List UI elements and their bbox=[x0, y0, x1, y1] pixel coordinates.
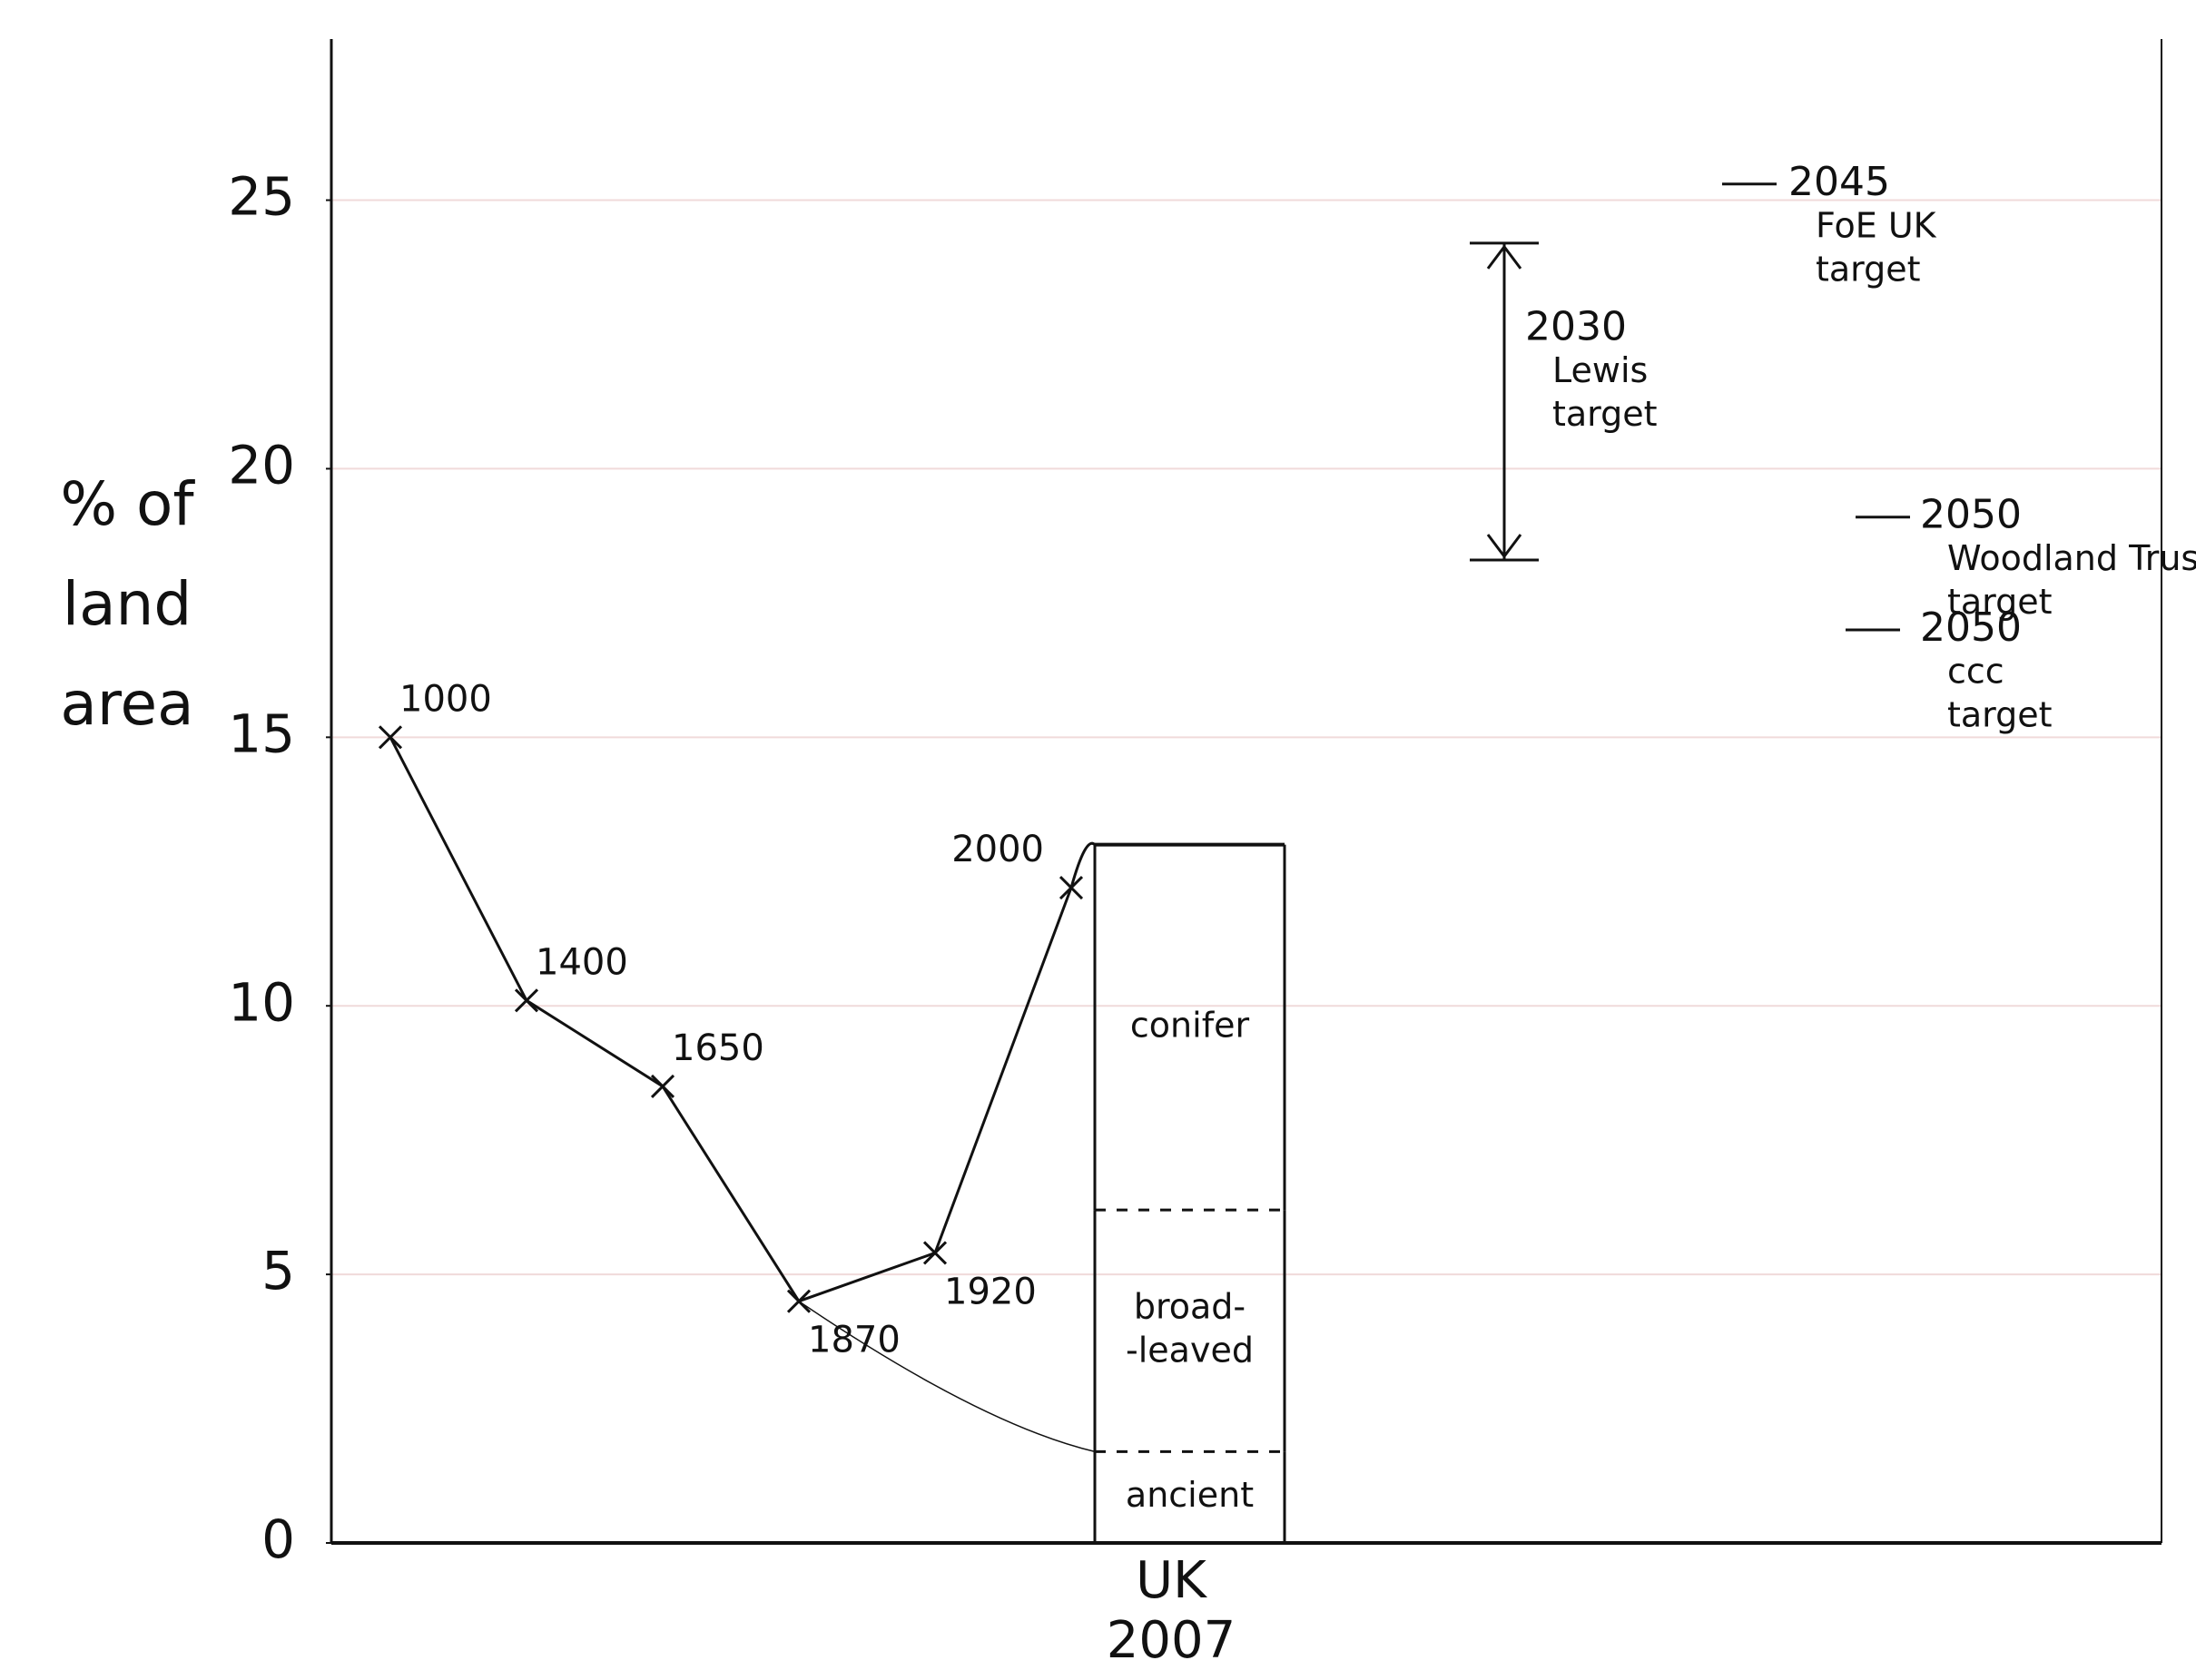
history-line bbox=[389, 736, 1073, 1303]
segment-label: conifer bbox=[1130, 1005, 1250, 1045]
x-tick-label-line: UK bbox=[1136, 1551, 1207, 1610]
point-marker bbox=[514, 988, 539, 1013]
point-label: 1870 bbox=[808, 1320, 901, 1361]
point-marker bbox=[922, 1241, 948, 1265]
point-marker bbox=[378, 725, 403, 750]
point-label: 1400 bbox=[536, 941, 628, 983]
y-tick-label: 15 bbox=[228, 702, 295, 764]
target-label: target bbox=[1816, 249, 1921, 289]
target-label: 2030 bbox=[1525, 303, 1627, 349]
point-label: 2000 bbox=[951, 829, 1044, 870]
y-axis-label: area bbox=[60, 669, 193, 739]
target-label: 2050 bbox=[1920, 492, 2022, 538]
segment-label: ancient bbox=[1126, 1475, 1254, 1515]
target-label: FoE UK bbox=[1816, 205, 1937, 245]
y-tick-label: 10 bbox=[228, 971, 295, 1033]
target-label: ccc bbox=[1947, 651, 2004, 691]
target-label: Woodland Trust bbox=[1947, 538, 2196, 578]
y-tick-label: 5 bbox=[261, 1240, 295, 1302]
point-label: 1000 bbox=[399, 678, 492, 720]
target-label: target bbox=[1947, 582, 2053, 622]
target-label: 2045 bbox=[1788, 159, 1890, 205]
y-tick-label: 0 bbox=[261, 1508, 295, 1570]
target-label: 2050 bbox=[1920, 604, 2022, 651]
y-tick-label: 25 bbox=[228, 166, 295, 228]
target-label: target bbox=[1947, 694, 2053, 734]
y-axis-label: land bbox=[63, 569, 192, 639]
target-label: Lewis bbox=[1552, 350, 1648, 390]
ancient-connector bbox=[798, 1301, 1096, 1453]
target-label: target bbox=[1552, 394, 1658, 434]
x-tick-label-line: 2007 bbox=[1107, 1611, 1236, 1670]
point-marker bbox=[650, 1074, 675, 1099]
connector bbox=[1069, 841, 1097, 889]
segment-label: broad- bbox=[1134, 1287, 1246, 1327]
y-axis-label: % of bbox=[60, 469, 195, 539]
x-tick-label: UK 2007 bbox=[1107, 1551, 1236, 1670]
point-label: 1650 bbox=[672, 1027, 764, 1069]
point-label: 1920 bbox=[944, 1271, 1037, 1312]
arrow-head bbox=[1486, 244, 1522, 559]
y-tick-label: 20 bbox=[228, 435, 295, 496]
segment-label: -leaved bbox=[1126, 1331, 1254, 1371]
